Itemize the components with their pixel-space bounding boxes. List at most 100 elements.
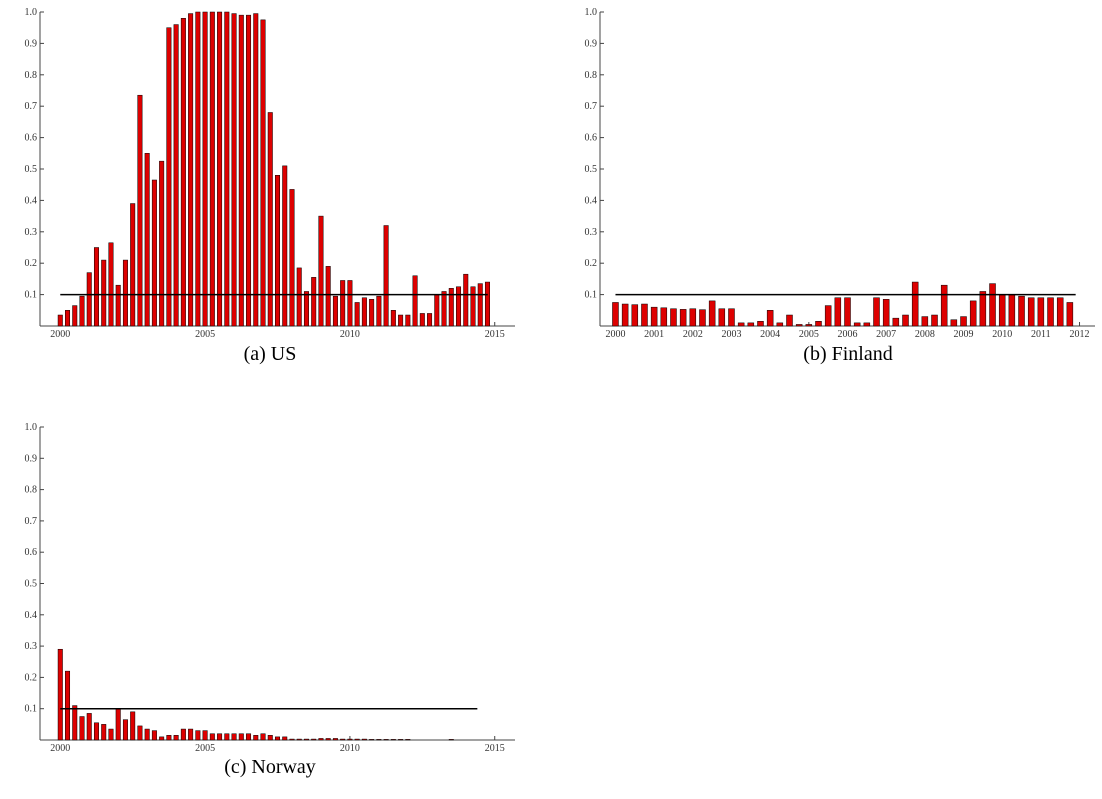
bar bbox=[419, 313, 425, 327]
caption: (b) Finland bbox=[803, 343, 892, 365]
bar bbox=[477, 283, 483, 327]
x-tick-label: 2009 bbox=[954, 329, 974, 340]
bar bbox=[151, 179, 157, 327]
bar bbox=[260, 733, 266, 741]
bar bbox=[130, 203, 136, 327]
bar bbox=[427, 313, 433, 327]
bar bbox=[275, 736, 280, 741]
x-tick-label: 2004 bbox=[760, 329, 780, 340]
y-tick-label: 1.0 bbox=[25, 422, 38, 433]
bar bbox=[303, 291, 309, 327]
bar bbox=[1027, 297, 1035, 327]
y-tick-label: 0.4 bbox=[25, 195, 38, 206]
y-tick-label: 1.0 bbox=[25, 7, 38, 18]
bar bbox=[209, 11, 215, 327]
bar bbox=[776, 322, 784, 327]
bar bbox=[289, 738, 295, 741]
bar bbox=[253, 13, 259, 327]
bar bbox=[863, 322, 871, 327]
bar bbox=[979, 291, 987, 327]
bar bbox=[267, 735, 273, 741]
bar bbox=[376, 295, 382, 327]
bar bbox=[786, 314, 793, 327]
x-tick-label: 2005 bbox=[195, 329, 215, 340]
bar bbox=[159, 160, 165, 327]
bar bbox=[325, 738, 331, 741]
y-tick-label: 0.7 bbox=[25, 516, 38, 527]
bar bbox=[805, 324, 813, 327]
x-tick-label: 2003 bbox=[721, 329, 741, 340]
bar bbox=[108, 728, 114, 741]
bar bbox=[456, 286, 462, 327]
bar bbox=[650, 306, 658, 327]
bar bbox=[795, 324, 803, 327]
bar bbox=[940, 284, 948, 327]
bar bbox=[892, 317, 900, 327]
bar bbox=[441, 291, 447, 327]
x-tick-label: 2010 bbox=[992, 329, 1012, 340]
bar bbox=[195, 11, 201, 327]
bar bbox=[65, 670, 71, 741]
bar bbox=[72, 705, 78, 741]
bar bbox=[79, 295, 85, 327]
bar bbox=[122, 259, 128, 327]
bar bbox=[361, 297, 367, 327]
y-tick-label: 0.2 bbox=[585, 258, 598, 269]
y-tick-label: 0.9 bbox=[25, 38, 38, 49]
bar bbox=[354, 302, 360, 327]
bar bbox=[660, 307, 668, 327]
bar bbox=[318, 215, 324, 327]
bar bbox=[911, 281, 919, 327]
x-tick-label: 2002 bbox=[683, 329, 703, 340]
y-tick-label: 0.5 bbox=[25, 579, 38, 590]
bar bbox=[108, 242, 114, 327]
bar bbox=[340, 280, 346, 327]
bar bbox=[57, 648, 63, 741]
bar bbox=[144, 153, 150, 327]
bar bbox=[282, 736, 288, 741]
bar bbox=[670, 308, 677, 327]
bar bbox=[332, 738, 338, 741]
bar bbox=[130, 711, 136, 741]
bar bbox=[325, 266, 331, 327]
y-tick-label: 1.0 bbox=[585, 7, 598, 18]
bar bbox=[151, 730, 157, 741]
x-tick-label: 2000 bbox=[605, 329, 625, 340]
bar bbox=[631, 304, 639, 327]
bar bbox=[173, 24, 179, 327]
y-tick-label: 0.1 bbox=[25, 704, 38, 715]
bar bbox=[311, 738, 317, 741]
y-tick-label: 0.2 bbox=[25, 258, 38, 269]
y-tick-label: 0.9 bbox=[585, 38, 598, 49]
bar bbox=[612, 302, 619, 327]
bar bbox=[921, 316, 929, 327]
bar bbox=[318, 738, 324, 741]
x-tick-label: 2015 bbox=[485, 329, 505, 340]
bar bbox=[246, 14, 252, 327]
bar bbox=[260, 19, 266, 327]
bar bbox=[166, 27, 172, 327]
bar bbox=[1037, 297, 1045, 327]
bar bbox=[383, 225, 389, 327]
bar bbox=[766, 310, 774, 327]
bar bbox=[960, 316, 967, 327]
bar bbox=[79, 716, 85, 741]
bar bbox=[950, 319, 958, 327]
bar bbox=[737, 322, 745, 327]
bar bbox=[998, 294, 1006, 327]
bar bbox=[369, 739, 375, 741]
bar bbox=[101, 724, 107, 741]
y-tick-label: 0.6 bbox=[25, 547, 38, 558]
bar bbox=[180, 728, 186, 741]
bar bbox=[202, 11, 208, 327]
bar bbox=[231, 13, 237, 327]
bar bbox=[369, 299, 375, 327]
caption: (c) Norway bbox=[224, 756, 316, 778]
bar bbox=[412, 275, 418, 327]
bar bbox=[718, 308, 726, 327]
bar bbox=[484, 281, 490, 327]
bar bbox=[296, 267, 302, 327]
y-tick-label: 0.8 bbox=[25, 485, 38, 496]
bar bbox=[217, 11, 223, 327]
